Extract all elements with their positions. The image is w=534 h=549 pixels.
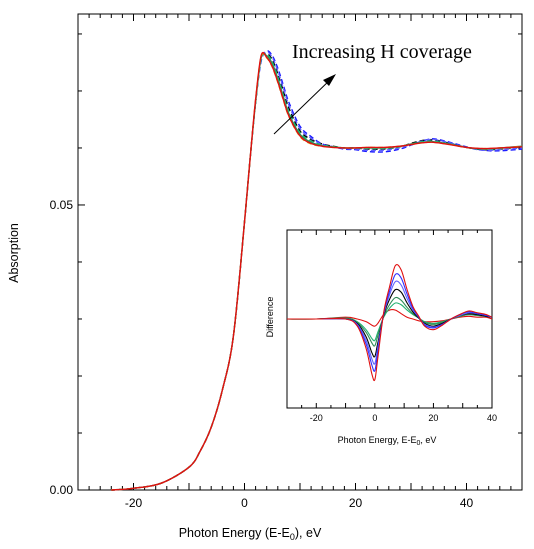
y-tick-label: 0.05: [50, 198, 74, 212]
series-line-6: [286, 264, 493, 382]
main-y-axis-title: Absorption: [7, 223, 21, 283]
series-line-2: [286, 296, 493, 347]
x-tick-label: -20: [310, 413, 323, 423]
inset-axis-ticks: [286, 230, 493, 408]
coverage-annotation: Increasing H coverage: [292, 41, 472, 63]
inset-tick-labels: -20 0 20 40: [310, 413, 497, 423]
main-x-axis-title: Photon Energy (E-E0), eV: [179, 526, 322, 542]
series-line-6: [111, 51, 523, 491]
x-tick-label: 20: [349, 496, 363, 510]
main-chart: -20 0 20 40 0.00 0.05 Photon Energy (E-E0), e…: [7, 13, 523, 542]
inset-chart: -20 0 20 40 Photon Energy, E-E0, eV Differe…: [265, 229, 497, 447]
inset-y-axis-title: Difference: [265, 297, 275, 338]
series-line-4: [286, 280, 493, 365]
coverage-arrow-head: [323, 74, 336, 86]
x-tick-label: 40: [460, 496, 474, 510]
x-tick-label: 0: [372, 413, 377, 423]
y-tick-label: 0.00: [50, 483, 74, 497]
main-series-group: [111, 50, 523, 491]
series-line-0: [286, 309, 493, 327]
x-tick-label: 40: [487, 413, 497, 423]
inset-series-group: [286, 264, 493, 382]
inset-x-axis-title: Photon Energy, E-E0, eV: [338, 435, 437, 447]
x-tick-label: 20: [428, 413, 438, 423]
main-tick-labels: -20 0 20 40 0.00 0.05: [50, 198, 474, 510]
x-tick-label: 0: [241, 496, 248, 510]
x-tick-label: -20: [125, 496, 143, 510]
coverage-arrow-shaft: [273, 77, 333, 135]
